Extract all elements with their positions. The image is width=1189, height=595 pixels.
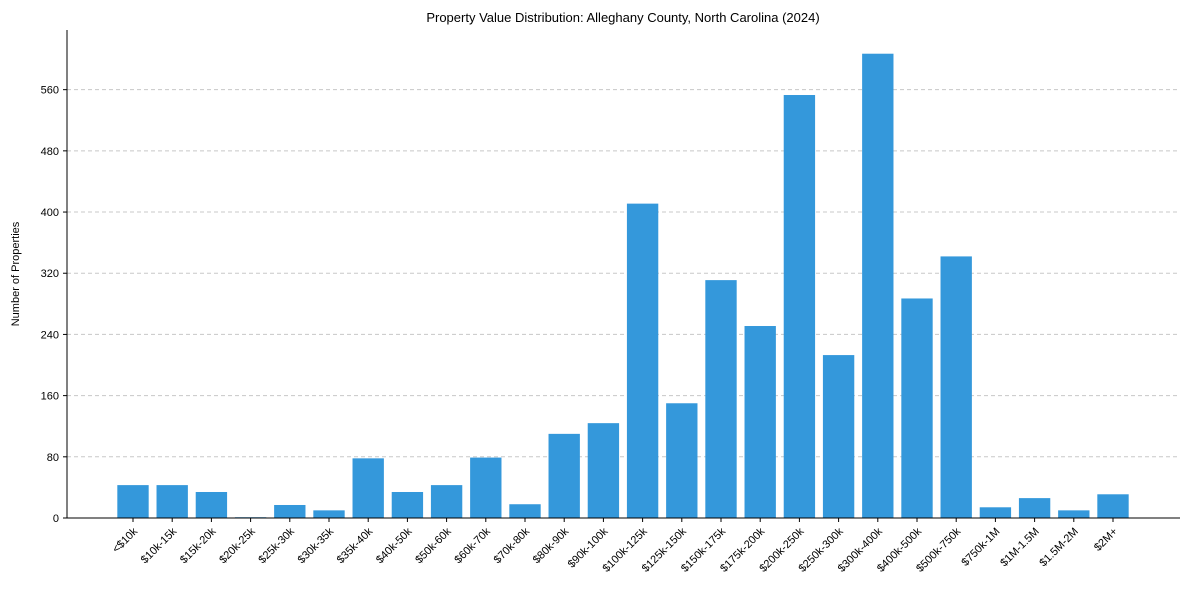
bar-24 [1058,510,1090,518]
x-tick-label-4: $25k-30k [256,525,297,566]
x-tick-label-1: $10k-15k [139,525,180,566]
x-tick-label-22: $750k-1M [959,526,1002,569]
x-tick-label-8: $50k-60k [413,525,454,566]
bar-1 [156,485,188,518]
bar-15 [705,280,737,518]
x-tick-label-9: $60k-70k [452,525,493,566]
x-tick-label-24: $1.5M-2M [1037,526,1081,570]
x-tick-label-10: $70k-80k [492,525,533,566]
bar-6 [352,458,384,518]
x-tick-label-23: $1M-1.5M [998,526,1042,570]
bar-22 [979,507,1012,518]
gridlines [67,89,1180,458]
bar-21 [940,256,972,518]
y-tick-label-160: 160 [41,391,59,403]
bar-20 [901,298,933,518]
y-tick-label-240: 240 [41,329,59,341]
x-tick-label-25: $2M+ [1092,526,1120,554]
bar-17 [783,95,816,518]
x-tick-label-5: $30k-35k [296,525,337,566]
x-tick-label-3: $20k-25k [217,525,258,566]
bar-23 [1018,498,1051,518]
bar-5 [313,510,345,518]
bar-8 [430,485,463,518]
x-tick-label-0: <$10k [110,525,140,555]
axes [66,30,1180,519]
bar-0 [117,485,149,518]
x-tick-label-2: $15k-20k [178,525,219,566]
bar-18 [822,355,855,518]
x-tick-label-11: $80k-90k [531,525,572,566]
bar-2 [195,491,228,518]
y-axis-ticks: 0 80 160 240 320 400 480 560 [41,85,67,525]
x-axis-ticks: <$10k$10k-15k$15k-20k$20k-25k$25k-30k$30… [110,518,1120,575]
bar-9 [470,457,502,518]
bar-14 [666,403,698,518]
bar-11 [548,433,580,518]
y-tick-label-560: 560 [41,85,59,97]
x-tick-label-7: $40k-50k [374,525,415,566]
y-tick-label-320: 320 [41,268,59,280]
bar-12 [587,423,620,518]
y-tick-label-80: 80 [47,452,59,464]
y-tick-label-480: 480 [41,146,59,158]
bar-4 [274,504,306,518]
y-tick-label-400: 400 [41,207,59,219]
y-tick-label-0: 0 [53,513,59,525]
bar-19 [862,53,894,518]
bar-16 [744,326,776,518]
bar-10 [509,504,541,518]
y-axis-label: Number of Properties [10,221,22,326]
bar-25 [1097,494,1129,518]
bar-7 [391,491,424,518]
bar-13 [626,203,659,518]
chart-title: Property Value Distribution: Alleghany C… [426,10,819,25]
bars [117,53,1129,518]
x-tick-label-6: $35k-40k [335,525,376,566]
